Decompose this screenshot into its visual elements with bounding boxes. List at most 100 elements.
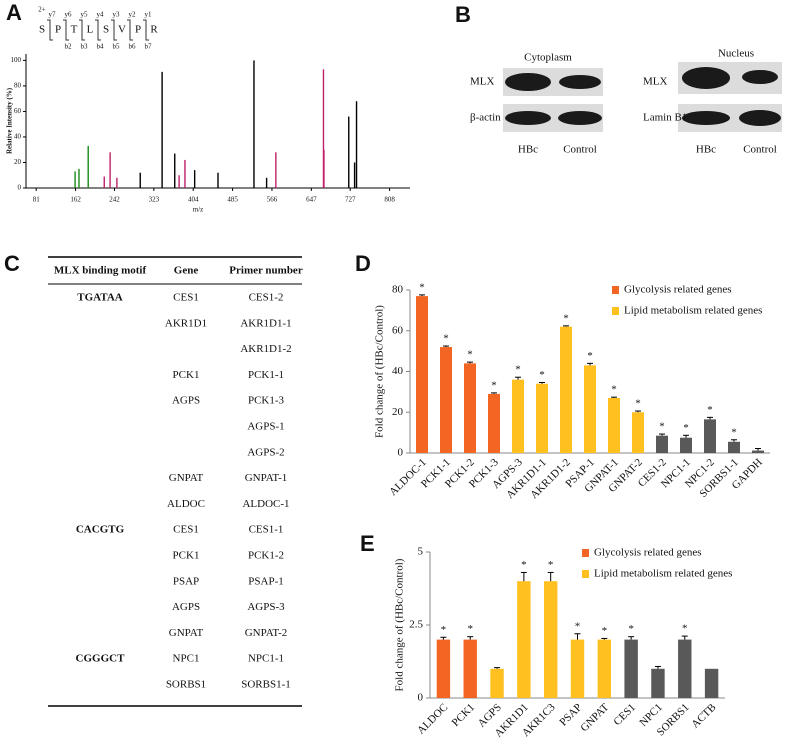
residue: S xyxy=(39,24,45,36)
table-cell: AKR1D1 xyxy=(165,317,207,329)
residue: R xyxy=(150,24,158,36)
fragment-mark xyxy=(47,19,53,41)
bar xyxy=(752,450,764,453)
fragment-mark xyxy=(111,19,117,41)
fragment-mark xyxy=(79,19,85,41)
bar xyxy=(463,639,477,698)
y-ion: y2 xyxy=(129,11,137,19)
x-tick-label: 323 xyxy=(149,196,160,204)
b-ion: b5 xyxy=(113,43,121,51)
significance: * xyxy=(628,623,634,635)
x-tick-label: 808 xyxy=(384,196,395,204)
x-tick-label: 242 xyxy=(109,196,120,204)
table-cell: AGPS-1 xyxy=(247,421,284,433)
blot-heading: Cytoplasm xyxy=(524,52,572,64)
y-tick-label: 100 xyxy=(11,56,22,64)
significance: * xyxy=(441,624,447,636)
x-tick-label: GNPAT xyxy=(578,701,611,734)
legend-label: Glycolysis related genes xyxy=(624,284,732,296)
bar xyxy=(488,393,500,453)
y-ion: y7 xyxy=(49,11,57,19)
significance: * xyxy=(602,625,608,637)
legend-swatch xyxy=(582,549,589,557)
table-cell: CES1-1 xyxy=(249,524,284,536)
blot-bands xyxy=(503,62,782,132)
y-tick-label: 40 xyxy=(392,365,404,377)
y-tick-label: 2.5 xyxy=(409,619,423,631)
table-cell: ALDOC-1 xyxy=(242,498,289,510)
table-cell: CGGGCT xyxy=(76,653,126,665)
significance: * xyxy=(611,384,617,396)
table-cell: PCK1 xyxy=(173,550,200,562)
table-cell: AKR1D1-2 xyxy=(240,343,291,355)
significance: * xyxy=(587,350,593,362)
blot-row-label: MLX xyxy=(470,76,495,88)
table-cell: PCK1 xyxy=(173,369,200,381)
table-cell: CES1-2 xyxy=(249,292,284,304)
bar xyxy=(440,347,452,453)
x-tick-label: CES1 xyxy=(611,701,638,728)
panel-label: E xyxy=(360,531,375,556)
y-tick-label: 80 xyxy=(392,284,404,296)
table-header: Primer number xyxy=(229,265,303,277)
table-cell: PSAP xyxy=(173,575,199,587)
lane-label: Control xyxy=(743,144,777,156)
bar xyxy=(678,639,692,698)
bar xyxy=(656,435,668,453)
x-tick-label: 647 xyxy=(306,196,317,204)
significance: * xyxy=(575,620,581,632)
blot-row-label: MLX xyxy=(643,76,668,88)
y-tick-label: 5 xyxy=(418,546,424,558)
fragment-mark xyxy=(143,19,149,41)
bar xyxy=(608,397,620,453)
table-cell: NPC1-1 xyxy=(248,653,284,665)
table-cell: ALDOC xyxy=(167,498,205,510)
table-cell: GNPAT xyxy=(169,472,204,484)
significance: * xyxy=(515,364,521,376)
panel-label: B xyxy=(455,2,471,27)
fragment-mark xyxy=(127,19,133,41)
y-ion: y1 xyxy=(145,11,153,19)
y-tick-label: 0 xyxy=(18,184,22,192)
y-tick-label: 20 xyxy=(392,406,404,418)
x-axis-label: m/z xyxy=(193,206,204,214)
y-tick-label: 60 xyxy=(392,324,404,336)
significance: * xyxy=(521,559,527,571)
significance: * xyxy=(419,281,425,293)
x-tick-label: 81 xyxy=(33,196,41,204)
table-header: MLX binding motif xyxy=(54,265,147,277)
significance: * xyxy=(539,369,545,381)
bar xyxy=(680,437,692,453)
blot-row-label: Lamin B1 xyxy=(643,112,687,124)
legend-swatch xyxy=(582,570,589,578)
table-cell: AGPS xyxy=(172,601,200,613)
table-cell: PCK1-3 xyxy=(248,395,285,407)
residue: V xyxy=(118,24,126,36)
bar xyxy=(651,668,665,698)
lane-label: HBc xyxy=(518,144,538,156)
table-cell: CACGTG xyxy=(76,524,125,536)
y-tick-label: 60 xyxy=(14,107,22,115)
y-tick-label: 40 xyxy=(14,133,22,141)
significance: * xyxy=(731,426,737,438)
blot-heading: Nucleus xyxy=(718,48,754,60)
table-cell: NPC1 xyxy=(173,653,200,665)
bar xyxy=(490,668,504,698)
significance: * xyxy=(682,623,688,635)
panel-label: C xyxy=(4,251,20,276)
legend-swatch xyxy=(612,286,619,294)
lane-label: HBc xyxy=(696,144,716,156)
panel-label: D xyxy=(355,251,371,276)
bar xyxy=(416,296,428,453)
bar xyxy=(464,363,476,453)
significance: * xyxy=(443,333,449,345)
y-axis-label: Fold change of (HBc/Control) xyxy=(374,305,386,438)
fragment-mark xyxy=(63,19,69,41)
b-ion: b2 xyxy=(65,43,73,51)
significance: * xyxy=(683,422,689,434)
blot-row-label: β-actin xyxy=(470,112,501,124)
legend-swatch xyxy=(612,307,619,315)
legend-label: Lipid metabolism related genes xyxy=(594,568,732,580)
significance: * xyxy=(467,623,473,635)
